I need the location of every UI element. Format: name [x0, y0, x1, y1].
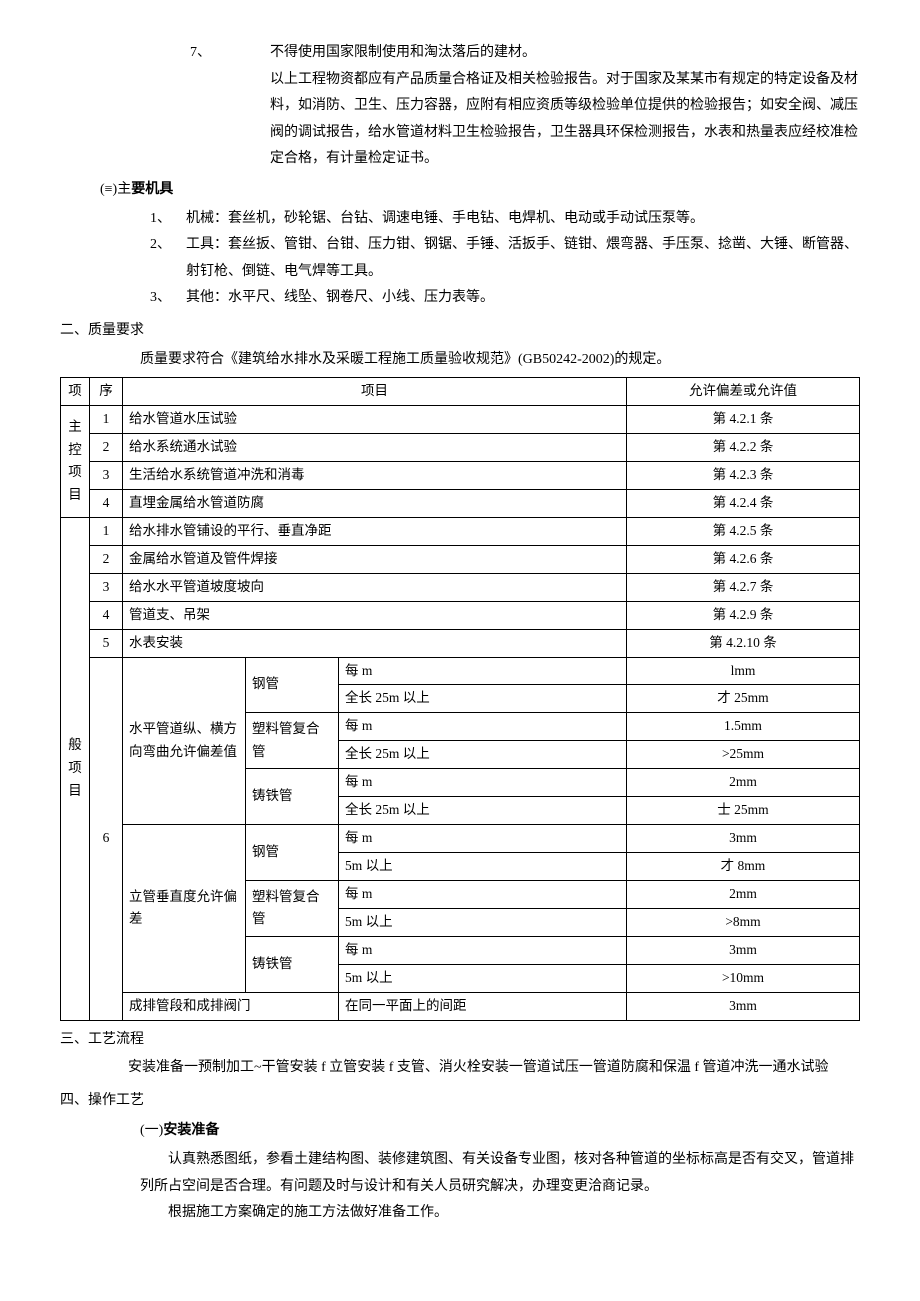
td-allow: 第 4.2.1 条	[627, 406, 860, 434]
list-text: 不得使用国家限制使用和淘汰落后的建材。	[270, 40, 860, 67]
section-4-heading: 四、操作工艺	[60, 1088, 860, 1115]
list-text: 机械：套丝机，砂轮锯、台钻、调速电锤、手电钻、电焊机、电动或手动试压泵等。	[186, 206, 860, 233]
td-item: 水表安装	[123, 629, 627, 657]
td-allow: 第 4.2.6 条	[627, 545, 860, 573]
td-seq: 4	[90, 601, 123, 629]
td-item: 给水系统通水试验	[123, 434, 627, 462]
td-seq: 3	[90, 573, 123, 601]
td-subgroup: 水平管道纵、横方向弯曲允许偏差值	[123, 657, 246, 825]
td-item: 给水水平管道坡度坡向	[123, 573, 627, 601]
td-allow: 士 25mm	[627, 797, 860, 825]
td-group-main: 主控项目	[61, 406, 90, 518]
equipment-list: 1、 机械：套丝机，砂轮锯、台钻、调速电锤、手电钻、电焊机、电动或手动试压泵等。…	[150, 206, 860, 312]
td-item: 直埋金属给水管道防腐	[123, 489, 627, 517]
td-allow: 才 8mm	[627, 853, 860, 881]
td-cond: 全长 25m 以上	[339, 685, 627, 713]
section-2-heading: 二、质量要求	[60, 318, 860, 345]
td-allow: 2mm	[627, 881, 860, 909]
td-group-general: 般项目	[61, 517, 90, 1020]
heading-prefix: (≡)主	[100, 182, 131, 197]
td-cond: 每 m	[339, 936, 627, 964]
list-text: 以上工程物资都应有产品质量合格证及相关检验报告。对于国家及某某市有规定的特定设备…	[270, 67, 860, 173]
td-seq: 1	[90, 517, 123, 545]
list-text: 工具：套丝扳、管钳、台钳、压力钳、钢锯、手锤、活扳手、链钳、煨弯器、手压泵、捻凿…	[186, 232, 860, 285]
td-cond: 全长 25m 以上	[339, 797, 627, 825]
th-item: 项目	[123, 378, 627, 406]
section-equipment-heading: (≡)主要机具	[100, 177, 860, 204]
td-cond: 全长 25m 以上	[339, 741, 627, 769]
sub-prefix: (一)	[140, 1123, 163, 1138]
td-item: 给水排水管铺设的平行、垂直净距	[123, 517, 627, 545]
th-category: 项	[61, 378, 90, 406]
section-3-heading: 三、工艺流程	[60, 1027, 860, 1054]
td-material: 铸铁管	[246, 769, 339, 825]
td-seq: 5	[90, 629, 123, 657]
td-seq: 1	[90, 406, 123, 434]
td-allow: 2mm	[627, 769, 860, 797]
td-allow: >25mm	[627, 741, 860, 769]
th-allow: 允许偏差或允许值	[627, 378, 860, 406]
td-cond: 每 m	[339, 657, 627, 685]
td-allow: 3mm	[627, 992, 860, 1020]
list-number: 3、	[150, 285, 186, 312]
heading-bold: 要机具	[131, 182, 173, 197]
section-3-para: 安装准备一预制加工~干管安装 f 立管安装 f 支管、消火栓安装一管道试压一管道…	[100, 1055, 860, 1082]
td-allow: 第 4.2.2 条	[627, 434, 860, 462]
td-material: 塑料管复合管	[246, 713, 339, 769]
td-seq: 4	[90, 489, 123, 517]
td-cond: 在同一平面上的间距	[339, 992, 627, 1020]
td-seq: 3	[90, 461, 123, 489]
section-4-para1: 认真熟悉图纸，参看土建结构图、装修建筑图、有关设备专业图，核对各种管道的坐标标高…	[140, 1147, 860, 1200]
td-allow: 3mm	[627, 825, 860, 853]
td-item: 金属给水管道及管件焊接	[123, 545, 627, 573]
td-cond: 每 m	[339, 881, 627, 909]
td-item: 生活给水系统管道冲洗和消毒	[123, 461, 627, 489]
section-4-para2: 根据施工方案确定的施工方法做好准备工作。	[140, 1200, 860, 1227]
td-item: 给水管道水压试验	[123, 406, 627, 434]
list-number: 2、	[150, 232, 186, 259]
th-seq: 序	[90, 378, 123, 406]
list-text: 其他：水平尺、线坠、钢卷尺、小线、压力表等。	[186, 285, 860, 312]
td-item: 管道支、吊架	[123, 601, 627, 629]
td-cond: 5m 以上	[339, 964, 627, 992]
list-number: 1、	[150, 206, 186, 233]
td-seq: 2	[90, 545, 123, 573]
td-allow: 第 4.2.5 条	[627, 517, 860, 545]
td-allow: >10mm	[627, 964, 860, 992]
td-allow: 第 4.2.9 条	[627, 601, 860, 629]
td-material: 塑料管复合管	[246, 881, 339, 937]
td-allow: 1.5mm	[627, 713, 860, 741]
td-subgroup: 立管垂直度允许偏差	[123, 825, 246, 993]
td-seq: 2	[90, 434, 123, 462]
td-allow: 第 4.2.3 条	[627, 461, 860, 489]
td-allow: 第 4.2.4 条	[627, 489, 860, 517]
td-cond: 5m 以上	[339, 908, 627, 936]
td-allow: 才 25mm	[627, 685, 860, 713]
td-cond: 5m 以上	[339, 853, 627, 881]
list-number: 7、	[190, 40, 270, 67]
td-allow: lmm	[627, 657, 860, 685]
td-item: 成排管段和成排阀门	[123, 992, 339, 1020]
td-seq: 6	[90, 657, 123, 1020]
td-allow: 3mm	[627, 936, 860, 964]
section-2-intro: 质量要求符合《建筑给水排水及采暖工程施工质量验收规范》(GB50242-2002…	[140, 347, 860, 374]
td-material: 铸铁管	[246, 936, 339, 992]
quality-table: 项 序 项目 允许偏差或允许值 主控项目 1 给水管道水压试验 第 4.2.1 …	[60, 377, 860, 1021]
td-allow: >8mm	[627, 908, 860, 936]
list-item-7: 7、 不得使用国家限制使用和淘汰落后的建材。 以上工程物资都应有产品质量合格证及…	[190, 40, 860, 173]
td-allow: 第 4.2.10 条	[627, 629, 860, 657]
sub-bold: 安装准备	[163, 1123, 219, 1138]
td-cond: 每 m	[339, 769, 627, 797]
td-cond: 每 m	[339, 825, 627, 853]
td-cond: 每 m	[339, 713, 627, 741]
td-allow: 第 4.2.7 条	[627, 573, 860, 601]
td-material: 钢管	[246, 657, 339, 713]
td-material: 钢管	[246, 825, 339, 881]
section-4-sub-heading: (一)安装准备	[140, 1118, 860, 1145]
